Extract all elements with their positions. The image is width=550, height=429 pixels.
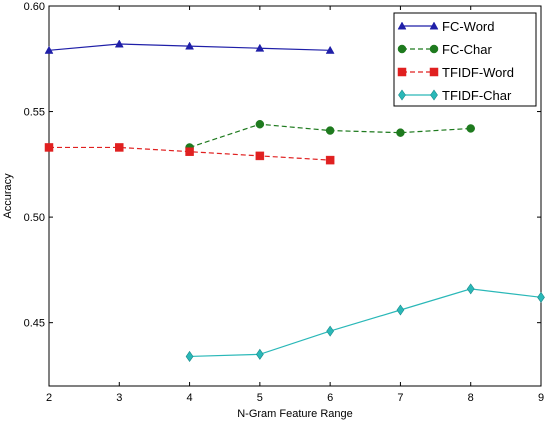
point-fc-char-5	[255, 119, 265, 129]
legend-marker-end-fc-char	[429, 44, 439, 54]
x-tick-label-6: 6	[327, 392, 333, 404]
plot-frame	[48, 5, 542, 387]
y-tick-label-2: 0.55	[24, 107, 45, 119]
point-fc-word-3	[114, 39, 124, 48]
point-fc-char-8	[466, 124, 475, 133]
point-fc-char-6	[325, 126, 335, 135]
y-tick-label-1: 0.50	[24, 212, 45, 224]
point-fc-word-6	[325, 45, 335, 54]
point-tfidf-char-8	[466, 283, 475, 295]
point-tfidf-char-7	[396, 304, 405, 316]
y-tick-label-3: 0.60	[24, 1, 45, 13]
legend-label-fc-word: FC-Word	[442, 19, 494, 34]
point-tfidf-char-6	[326, 325, 335, 337]
point-tfidf-word-4	[185, 147, 194, 156]
y-axis-title: Accuracy	[2, 173, 14, 219]
point-fc-word-2	[44, 45, 54, 54]
point-tfidf-word-5	[255, 151, 265, 161]
y-tick-label-0: 0.45	[24, 318, 45, 330]
point-tfidf-word-3	[115, 143, 124, 152]
point-tfidf-char-4	[185, 350, 194, 362]
legend-marker-start-fc-char	[397, 44, 407, 54]
legend-label-tfidf-char: TFIDF-Char	[442, 88, 512, 103]
x-tick-label-7: 7	[397, 392, 403, 404]
legend-box	[393, 12, 537, 107]
x-tick-label-9: 9	[538, 392, 544, 404]
point-fc-char-7	[396, 128, 405, 137]
legend-marker-start-fc-word	[397, 21, 407, 30]
legend-marker-end-tfidf-word	[429, 67, 439, 77]
point-tfidf-word-6	[325, 155, 335, 165]
legend-marker-end-fc-word	[429, 21, 439, 30]
point-fc-word-5	[255, 43, 265, 52]
legend-marker-start-tfidf-word	[397, 67, 407, 77]
legend-marker-start-tfidf-char	[398, 89, 406, 101]
point-fc-word-4	[185, 41, 194, 50]
point-tfidf-word-2	[44, 143, 54, 152]
series-line-tfidf-char	[189, 288, 542, 358]
legend-label-fc-char: FC-Char	[442, 42, 493, 57]
legend-label-tfidf-word: TFIDF-Word	[442, 65, 514, 80]
x-tick-label-2: 2	[46, 392, 52, 404]
x-tick-label-3: 3	[116, 392, 122, 404]
legend-marker-end-tfidf-char	[430, 89, 438, 101]
x-axis-title: N-Gram Feature Range	[237, 408, 353, 420]
x-tick-label-5: 5	[257, 392, 263, 404]
point-tfidf-char-9	[537, 291, 545, 303]
x-tick-label-8: 8	[468, 392, 474, 404]
point-tfidf-char-5	[255, 348, 264, 360]
x-tick-label-4: 4	[187, 392, 193, 404]
